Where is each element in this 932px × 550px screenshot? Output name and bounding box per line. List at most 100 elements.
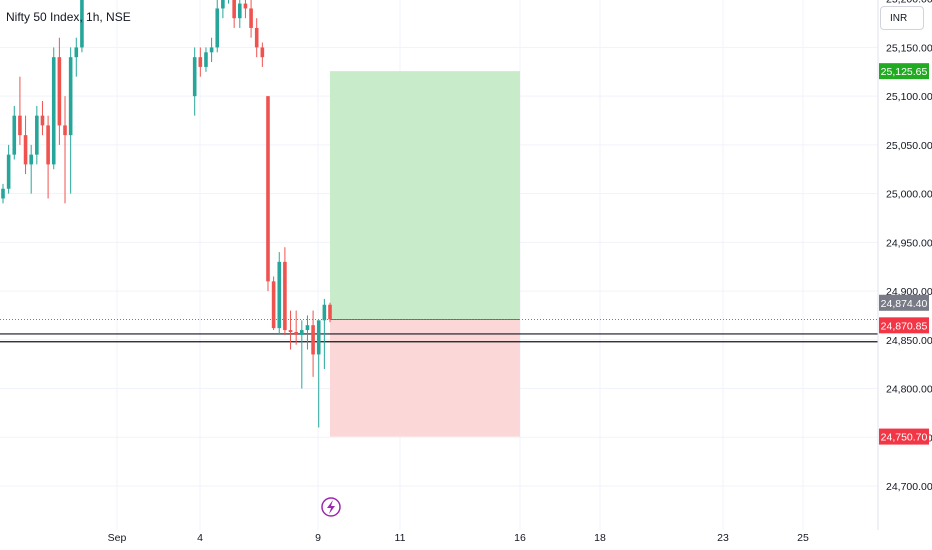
candle-34 — [192, 47, 197, 116]
candle-body-51 — [288, 330, 293, 333]
y-tick-label-10: 25,200.00 — [886, 0, 932, 6]
last-close-label-text: 24,874.40 — [881, 298, 928, 310]
candle-41 — [232, 0, 236, 28]
candle-7 — [40, 101, 45, 136]
candle-body-8 — [46, 125, 50, 165]
candle-body-2 — [12, 115, 17, 155]
candle-body-56 — [316, 320, 321, 355]
candle-5 — [29, 144, 33, 194]
candle-4 — [23, 115, 28, 175]
stop-price-label-bg — [879, 428, 929, 445]
candle-36 — [204, 47, 208, 72]
x-tick-label-1: 4 — [197, 532, 203, 544]
candle-10 — [57, 37, 62, 145]
candle-body-50 — [283, 261, 287, 331]
stop-price-label-text: 24,750.70 — [881, 432, 928, 444]
event-icon[interactable] — [321, 497, 341, 517]
candle-body-11 — [63, 125, 67, 136]
candle-body-39 — [221, 0, 225, 9]
candle-body-54 — [305, 325, 310, 331]
candle-35 — [198, 47, 203, 77]
candle-50 — [283, 247, 287, 335]
y-tick-label-7: 25,050.00 — [886, 140, 932, 152]
x-tick-label-7: 25 — [797, 532, 809, 544]
candle-6 — [35, 105, 39, 165]
candle-body-36 — [204, 52, 208, 67]
symbol-title[interactable]: Nifty 50 Index, 1h, NSE — [6, 10, 131, 24]
y-tick-label-3: 24,850.00 — [886, 335, 932, 347]
candle-body-5 — [29, 154, 33, 165]
candle-3 — [18, 76, 22, 145]
y-tick-label-6: 25,000.00 — [886, 189, 932, 201]
candle-49 — [277, 252, 282, 335]
x-tick-label-5: 18 — [594, 532, 606, 544]
x-tick-label-2: 9 — [315, 532, 321, 544]
candle-body-12 — [68, 57, 73, 136]
candle-body-1 — [6, 154, 11, 189]
x-tick-label-3: 11 — [395, 532, 406, 544]
time-axis[interactable]: Sep 4 9 11 16 18 23 25 — [108, 532, 809, 544]
candle-body-35 — [198, 57, 203, 67]
x-tick-label-6: 23 — [717, 532, 729, 544]
stop-loss-zone — [330, 319, 520, 437]
currency-button[interactable]: INR — [880, 6, 924, 30]
candle-44 — [249, 0, 253, 38]
y-tick-label-9: 25,150.00 — [886, 42, 932, 54]
current-price-label-text: 24,870.85 — [881, 320, 928, 332]
candle-body-6 — [35, 115, 39, 155]
candle-14 — [80, 0, 84, 53]
candle-2 — [12, 105, 17, 160]
candle-9 — [51, 47, 56, 170]
candle-body-38 — [215, 8, 220, 48]
candle-37 — [209, 37, 214, 63]
position-zones — [330, 71, 520, 437]
y-tick-label-0: 24,700.00 — [886, 481, 932, 493]
candle-48 — [271, 276, 276, 331]
candle-12 — [68, 47, 73, 194]
candle-56 — [316, 320, 321, 428]
candle-47 — [266, 96, 270, 292]
candle-body-4 — [23, 135, 28, 165]
y-tick-label-8: 25,100.00 — [886, 91, 932, 103]
last-close-label: 24,874.40 — [879, 294, 929, 311]
candle-8 — [46, 115, 50, 199]
current-price-label-bg — [879, 317, 929, 334]
y-tick-label-5: 24,950.00 — [886, 237, 932, 249]
candle-body-58 — [328, 304, 332, 320]
candle-body-49 — [277, 261, 282, 329]
x-tick-label-0: Sep — [108, 532, 127, 544]
candle-54 — [305, 315, 310, 350]
candle-11 — [63, 96, 67, 204]
candle-body-3 — [18, 115, 22, 136]
y-tick-label-2: 24,800.00 — [886, 384, 932, 396]
candle-43 — [243, 0, 248, 19]
candle-51 — [288, 310, 293, 350]
x-tick-label-4: 16 — [514, 532, 526, 544]
candle-body-41 — [232, 0, 236, 19]
candle-0 — [1, 183, 5, 204]
candle-53 — [300, 320, 304, 389]
candle-55 — [311, 310, 315, 377]
candle-42 — [237, 0, 242, 28]
candle-body-43 — [243, 3, 248, 9]
candle-body-13 — [74, 47, 79, 58]
candle-body-48 — [271, 281, 276, 329]
candle-body-55 — [311, 325, 315, 355]
candle-body-57 — [322, 304, 327, 321]
profit-zone — [330, 71, 520, 320]
price-labels: 25,125.65 24,874.40 24,870.85 24,750.70 — [879, 63, 929, 445]
target-price-label: 25,125.65 — [879, 63, 929, 80]
candle-38 — [215, 0, 220, 53]
candle-body-14 — [80, 0, 84, 48]
candle-52 — [294, 310, 298, 345]
candle-body-7 — [40, 115, 45, 126]
candle-46 — [260, 42, 265, 67]
candle-body-45 — [254, 27, 259, 48]
price-lines — [0, 318, 878, 343]
candle-body-53 — [300, 330, 304, 335]
candle-body-47 — [266, 96, 270, 282]
candle-body-42 — [237, 3, 242, 19]
candle-body-10 — [57, 57, 62, 126]
